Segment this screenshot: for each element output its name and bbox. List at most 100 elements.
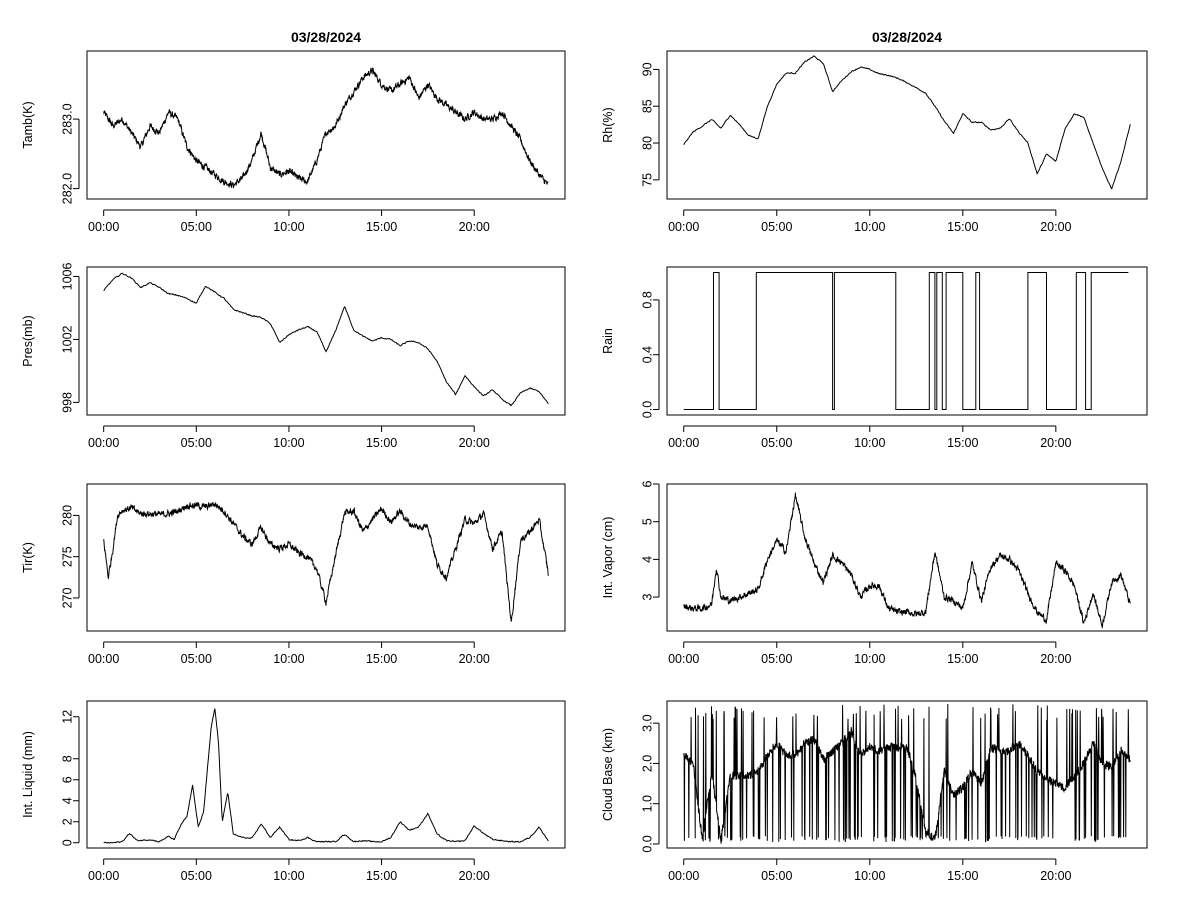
x-tick-label: 20:00 <box>1040 220 1071 234</box>
y-tick-label: 0 <box>60 839 74 846</box>
y-axis-label: Rain <box>601 328 615 354</box>
x-tick-label: 00:00 <box>88 220 119 234</box>
x-tick-label: 15:00 <box>366 436 397 450</box>
y-axis-label: Rh(%) <box>601 107 615 142</box>
x-tick-label: 20:00 <box>459 652 490 666</box>
panel-0: 03/28/2024 00:00 05:00 10:00 15:00 20:00 282.0… <box>21 29 566 234</box>
y-axis-label: Tir(K) <box>21 542 35 573</box>
x-tick-label: 05:00 <box>761 869 792 883</box>
y-axis-label: Cloud Base (km) <box>601 728 615 821</box>
x-tick-label: 05:00 <box>761 220 792 234</box>
plot-frame <box>666 50 1148 200</box>
panel-title: 03/28/2024 <box>291 29 361 45</box>
plot-frame <box>86 700 566 849</box>
x-tick-label: 10:00 <box>854 436 885 450</box>
x-tick-label: 05:00 <box>181 869 212 883</box>
x-tick-label: 00:00 <box>668 436 699 450</box>
plot-frame <box>86 483 566 632</box>
y-tick-label: 998 <box>60 392 74 413</box>
x-tick-label: 05:00 <box>181 652 212 666</box>
y-tick-label: 3 <box>640 594 654 601</box>
x-tick-label: 15:00 <box>366 869 397 883</box>
panel-2: 00:00 05:00 10:00 15:00 20:00 998 1002 1006 Pres… <box>21 262 566 450</box>
x-tick-label: 20:00 <box>459 869 490 883</box>
y-tick-label: 1006 <box>60 262 74 290</box>
y-tick-label: 90 <box>640 62 654 76</box>
panel-4: 00:00 05:00 10:00 15:00 20:00 270 275 280 Tir(K) <box>21 483 566 666</box>
y-tick-label: 283.0 <box>60 103 74 134</box>
x-tick-label: 00:00 <box>668 652 699 666</box>
x-tick-label: 15:00 <box>947 869 978 883</box>
plot-frame <box>86 266 566 416</box>
plot-frame <box>666 483 1148 632</box>
series-line-0 <box>103 67 549 190</box>
y-axis-label: Int. Liquid (mm) <box>21 731 35 818</box>
x-tick-label: 10:00 <box>854 220 885 234</box>
series-line-0 <box>683 492 1131 629</box>
x-tick-label: 00:00 <box>88 869 119 883</box>
series-line-0 <box>103 272 549 407</box>
y-tick-label: 2 <box>60 818 74 825</box>
x-tick-label: 15:00 <box>947 436 978 450</box>
y-tick-label: 12 <box>60 710 74 724</box>
y-tick-label: 80 <box>640 136 654 150</box>
y-tick-label: 1.0 <box>640 795 654 812</box>
y-tick-label: 4 <box>60 797 74 804</box>
series-line-0 <box>683 272 1129 410</box>
y-tick-label: 85 <box>640 99 654 113</box>
x-tick-label: 10:00 <box>273 436 304 450</box>
y-tick-label: 282.0 <box>60 173 74 204</box>
series-line-0 <box>103 708 549 844</box>
x-tick-label: 05:00 <box>761 652 792 666</box>
x-tick-label: 05:00 <box>181 436 212 450</box>
x-tick-label: 10:00 <box>273 652 304 666</box>
x-tick-label: 00:00 <box>88 652 119 666</box>
x-tick-label: 15:00 <box>366 220 397 234</box>
panel-title: 03/28/2024 <box>872 29 942 45</box>
y-tick-label: 0.8 <box>640 291 654 308</box>
y-axis-label: Int. Vapor (cm) <box>601 517 615 599</box>
panel-7: 00:00 05:00 10:00 15:00 20:00 0.0 1.0 2.0 3.0 Clo… <box>601 700 1148 883</box>
y-tick-label: 1002 <box>60 325 74 353</box>
x-tick-label: 20:00 <box>1040 652 1071 666</box>
x-tick-label: 20:00 <box>459 436 490 450</box>
y-tick-label: 280 <box>60 505 74 526</box>
x-tick-label: 00:00 <box>668 869 699 883</box>
x-tick-label: 15:00 <box>947 652 978 666</box>
x-tick-label: 10:00 <box>273 869 304 883</box>
panel-5: 00:00 05:00 10:00 15:00 20:00 3 4 5 6 Int. Vapor … <box>601 480 1148 666</box>
x-tick-label: 10:00 <box>854 652 885 666</box>
y-axis-label: Pres(mb) <box>21 315 35 366</box>
x-tick-label: 05:00 <box>761 436 792 450</box>
x-tick-label: 10:00 <box>273 220 304 234</box>
y-tick-label: 6 <box>60 776 74 783</box>
y-axis-label: Tamb(K) <box>21 101 35 148</box>
x-tick-label: 00:00 <box>88 436 119 450</box>
x-tick-label: 10:00 <box>854 869 885 883</box>
x-tick-label: 20:00 <box>1040 436 1071 450</box>
y-tick-label: 275 <box>60 546 74 567</box>
plot-frame <box>86 50 566 200</box>
plot-frame <box>666 266 1148 416</box>
y-tick-label: 0.4 <box>640 346 654 363</box>
series-line-0 <box>103 501 549 623</box>
y-tick-label: 75 <box>640 173 654 187</box>
y-tick-label: 270 <box>60 587 74 608</box>
y-tick-label: 0.0 <box>640 835 654 852</box>
y-tick-label: 4 <box>640 556 654 563</box>
panel-6: 00:00 05:00 10:00 15:00 20:00 0 2 4 6 8 12 Int. Liq… <box>21 700 566 883</box>
y-tick-label: 6 <box>640 480 654 487</box>
x-tick-label: 20:00 <box>1040 869 1071 883</box>
y-tick-label: 3.0 <box>640 714 654 731</box>
plot-frame <box>666 700 1148 849</box>
y-tick-label: 0.0 <box>640 401 654 418</box>
panel-1: 03/28/2024 00:00 05:00 10:00 15:00 20:00 75 80 8… <box>601 29 1148 234</box>
series-line-0 <box>683 703 1131 844</box>
panel-3: 00:00 05:00 10:00 15:00 20:00 0.0 0.4 0.8 Rain <box>601 266 1148 450</box>
series-line-0 <box>683 55 1131 190</box>
x-tick-label: 15:00 <box>947 220 978 234</box>
x-tick-label: 15:00 <box>366 652 397 666</box>
y-tick-label: 5 <box>640 518 654 525</box>
y-tick-label: 2.0 <box>640 755 654 772</box>
